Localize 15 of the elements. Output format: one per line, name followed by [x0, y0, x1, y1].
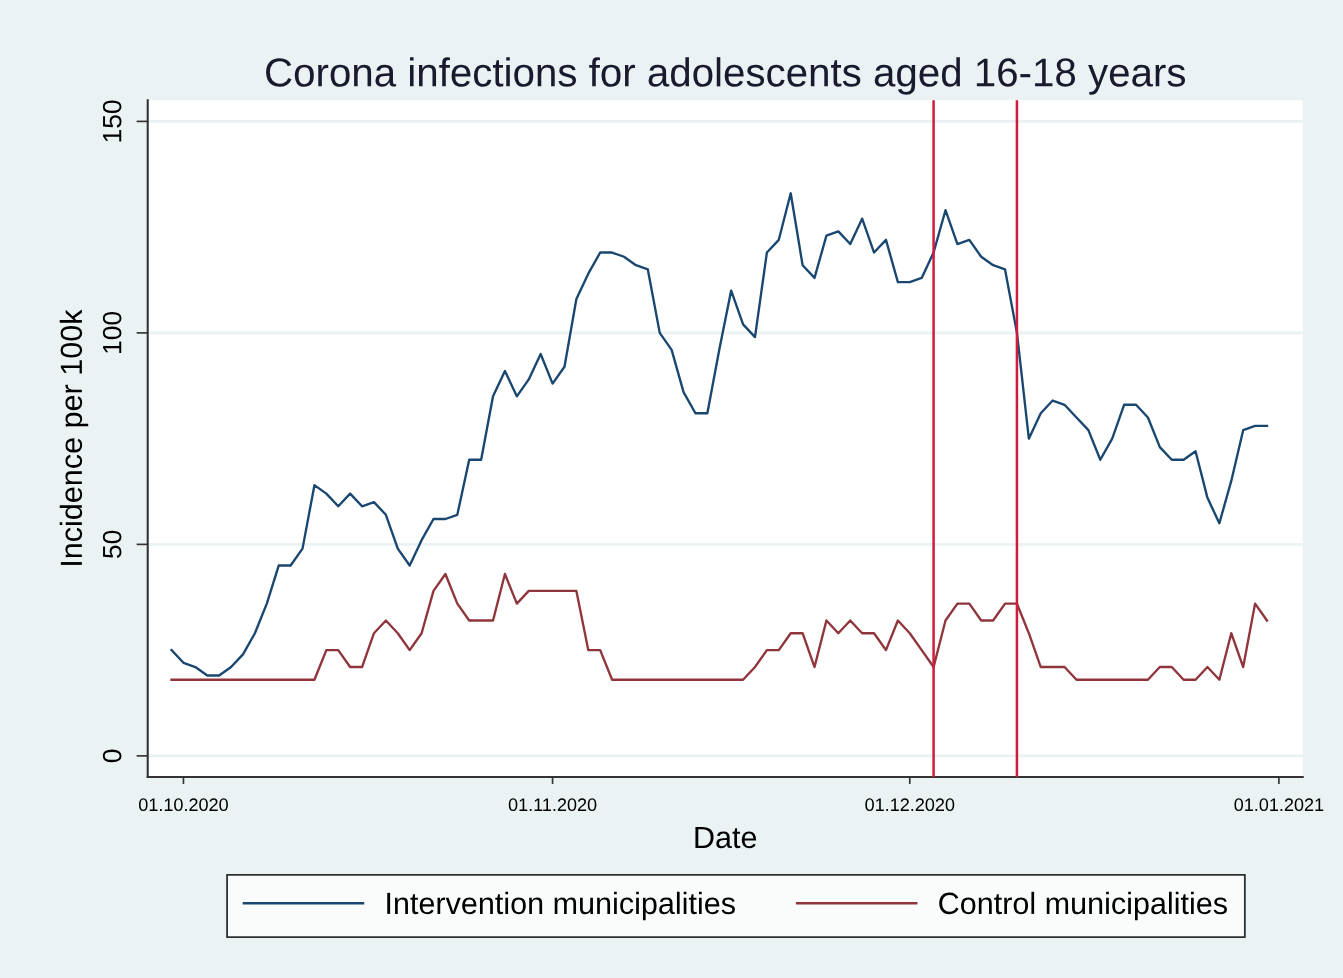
line-series [170, 192, 1269, 677]
chart-title: Corona infections for adolescents aged 16-18 years [266, 57, 1186, 95]
x-tick-label: 01.10.2020 [138, 798, 228, 812]
legend-label: Control municipalities [939, 891, 1227, 921]
x-tick-label: 01.11.2020 [508, 798, 597, 812]
legend-label: Intervention municipalities [387, 891, 735, 921]
x-tick-label: 01.12.2020 [865, 798, 955, 812]
x-tick-label: 01.01.2021 [1234, 798, 1324, 812]
line-series [170, 572, 1269, 681]
y-axis-title: Incidence per 100k [59, 309, 89, 565]
y-tick-label: 50 [102, 530, 122, 558]
y-tick-label: 150 [102, 100, 122, 142]
y-tick-label: 100 [102, 311, 122, 353]
x-axis-title: Date [695, 826, 757, 849]
y-tick-label: 0 [102, 749, 122, 763]
